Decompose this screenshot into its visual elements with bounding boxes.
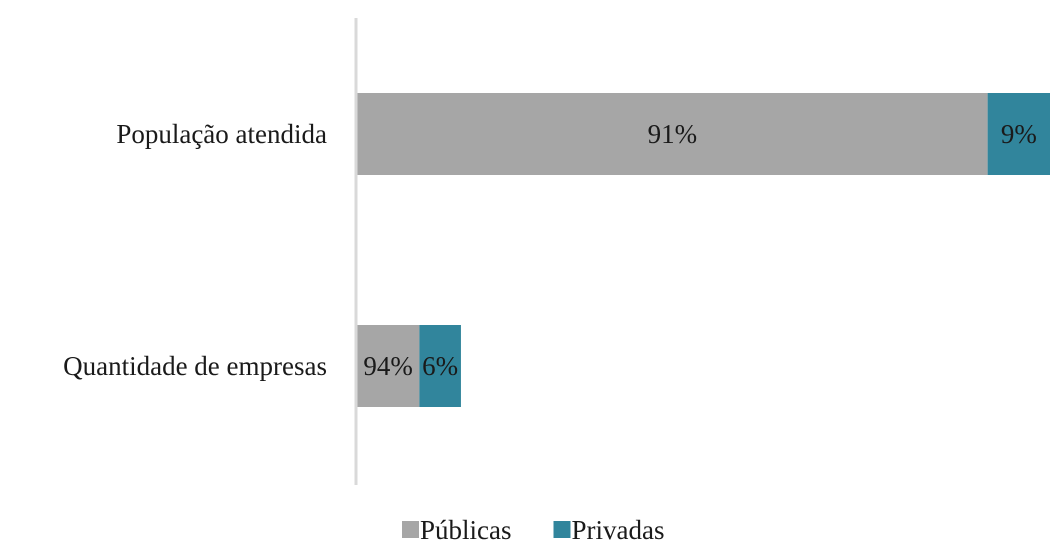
category-label-quantidade-de-empresas: Quantidade de empresas xyxy=(63,351,327,381)
bar-publicas-populacao-atendida xyxy=(357,93,988,175)
bars-group: 91% 9% 94% 6% xyxy=(357,93,1050,407)
legend-swatch-publicas xyxy=(402,521,419,538)
data-label-privadas-populacao-atendida: 9% xyxy=(1001,119,1037,149)
data-label-privadas-quantidade-de-empresas: 6% xyxy=(422,351,458,381)
bar-publicas-quantidade-de-empresas xyxy=(357,325,420,407)
data-label-publicas-populacao-atendida: 91% xyxy=(648,119,698,149)
legend-label-publicas: Públicas xyxy=(420,515,512,545)
legend: Públicas Privadas xyxy=(402,515,664,545)
category-labels: População atendida Quantidade de empresas xyxy=(63,119,327,381)
data-label-publicas-quantidade-de-empresas: 94% xyxy=(363,351,413,381)
legend-swatch-privadas xyxy=(553,521,571,538)
bar-privadas-quantidade-de-empresas xyxy=(419,325,461,407)
category-label-populacao-atendida: População atendida xyxy=(116,119,327,149)
legend-label-privadas: Privadas xyxy=(572,515,665,545)
bar-privadas-populacao-atendida xyxy=(987,93,1050,175)
